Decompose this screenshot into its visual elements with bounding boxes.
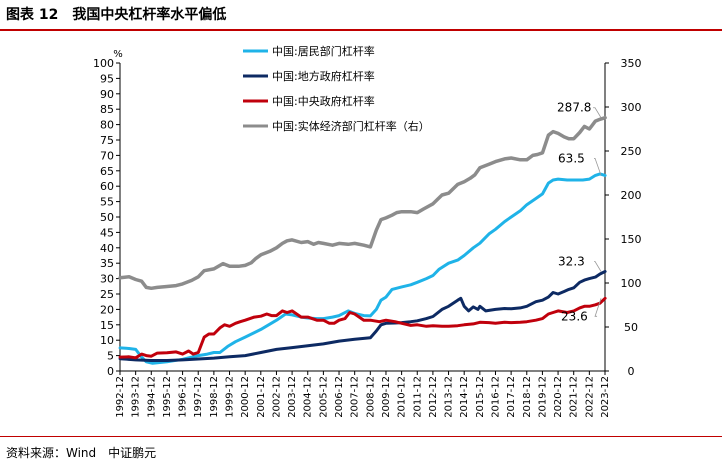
series-line-1 <box>118 172 607 365</box>
left-y-tick-label: 70 <box>100 149 114 162</box>
legend-label-4: 中国:实体经济部门杠杆率（右） <box>272 119 430 133</box>
x-tick-label: 2015-12 <box>475 376 486 418</box>
annotation-leader-4 <box>594 298 602 317</box>
left-y-tick-label: 95 <box>100 72 114 85</box>
annotation-label-1: 287.8 <box>557 101 591 115</box>
annotation-leader-1 <box>593 107 602 118</box>
x-tick-label: 2019-12 <box>537 376 548 418</box>
x-tick-label: 1996-12 <box>178 376 189 418</box>
x-tick-label: 2021-12 <box>569 376 580 418</box>
x-tick-label: 1998-12 <box>209 376 220 418</box>
left-y-tick-label: 60 <box>100 180 114 193</box>
x-tick-label: 2003-12 <box>287 376 298 418</box>
title-rule <box>0 29 722 31</box>
x-tick-label: 2023-12 <box>600 376 611 418</box>
left-y-tick-label: 85 <box>100 103 114 116</box>
left-y-tick-label: 100 <box>93 57 114 70</box>
x-tick-label: 1993-12 <box>131 376 142 418</box>
right-y-tick-label: 300 <box>621 101 642 114</box>
right-y-tick-label: 0 <box>628 365 635 378</box>
x-tick-label: 2012-12 <box>428 376 439 418</box>
left-y-tick-label: 65 <box>100 165 114 178</box>
x-tick-label: 1999-12 <box>225 376 236 418</box>
x-tick-label: 2002-12 <box>271 376 282 418</box>
left-y-tick-label: 10 <box>100 334 114 347</box>
x-tick-label: 2010-12 <box>397 376 408 418</box>
right-y-tick-label: 250 <box>621 145 642 158</box>
left-y-tick-label: 75 <box>100 134 114 147</box>
series-line-2 <box>118 270 607 362</box>
annotation-label-4: 23.6 <box>561 309 588 323</box>
x-tick-label: 2016-12 <box>490 376 501 418</box>
figure-title: 图表 12 我国中央杠杆率水平偏低 <box>6 4 226 24</box>
x-tick-label: 2004-12 <box>303 376 314 418</box>
left-y-tick-label: 15 <box>100 319 114 332</box>
series-line-4 <box>118 115 607 291</box>
legend-label-3: 中国:中央政府杠杆率 <box>272 94 375 108</box>
x-tick-label: 2000-12 <box>240 376 251 418</box>
right-y-tick-label: 100 <box>621 277 642 290</box>
right-y-tick-label: 350 <box>621 57 642 70</box>
x-tick-label: 2008-12 <box>365 376 376 418</box>
left-y-tick-label: 5 <box>107 350 114 363</box>
bottom-rule <box>0 436 722 437</box>
left-y-tick-label: 25 <box>100 288 114 301</box>
figure-title-text: 我国中央杠杆率水平偏低 <box>72 7 227 23</box>
x-tick-label: 2014-12 <box>459 376 470 418</box>
annotation-label-2: 63.5 <box>558 151 585 165</box>
left-y-tick-label: 35 <box>100 257 114 270</box>
x-tick-label: 2018-12 <box>522 376 533 418</box>
annotation-leader-3 <box>594 261 602 272</box>
x-tick-label: 2020-12 <box>553 376 564 418</box>
annotation-label-3: 32.3 <box>558 255 585 269</box>
x-tick-label: 2005-12 <box>318 376 329 418</box>
left-y-tick-label: 30 <box>100 273 114 286</box>
left-y-tick-label: 80 <box>100 119 114 132</box>
x-tick-label: 1994-12 <box>146 376 157 418</box>
right-y-tick-label: 150 <box>621 233 642 246</box>
x-tick-label: 2013-12 <box>444 376 455 418</box>
right-y-tick-label: 50 <box>624 321 638 334</box>
x-tick-label: 2017-12 <box>506 376 517 418</box>
x-tick-label: 2009-12 <box>381 376 392 418</box>
x-tick-label: 1992-12 <box>115 376 126 418</box>
x-tick-label: 2007-12 <box>350 376 361 418</box>
left-y-unit: % <box>113 49 123 60</box>
x-tick-label: 2022-12 <box>584 376 595 418</box>
x-tick-label: 1995-12 <box>162 376 173 418</box>
legend-label-1: 中国:居民部门杠杆率 <box>272 44 375 58</box>
x-tick-label: 2011-12 <box>412 376 423 418</box>
right-y-tick-label: 200 <box>621 189 642 202</box>
source-note: 资料来源：Wind 中证鹏元 <box>6 446 157 460</box>
x-tick-label: 1997-12 <box>193 376 204 418</box>
series-line-3 <box>118 296 607 360</box>
left-y-tick-label: 90 <box>100 88 114 101</box>
legend-label-2: 中国:地方政府杠杆率 <box>272 69 375 83</box>
annotation-leader-2 <box>594 158 602 176</box>
left-y-tick-label: 55 <box>100 196 114 209</box>
figure-number: 图表 12 <box>6 7 59 23</box>
x-tick-label: 2001-12 <box>256 376 267 418</box>
left-y-tick-label: 20 <box>100 303 114 316</box>
x-tick-label: 2006-12 <box>334 376 345 418</box>
left-y-tick-label: 45 <box>100 226 114 239</box>
left-y-tick-label: 50 <box>100 211 114 224</box>
left-y-tick-label: 0 <box>107 365 114 378</box>
left-y-tick-label: 40 <box>100 242 114 255</box>
